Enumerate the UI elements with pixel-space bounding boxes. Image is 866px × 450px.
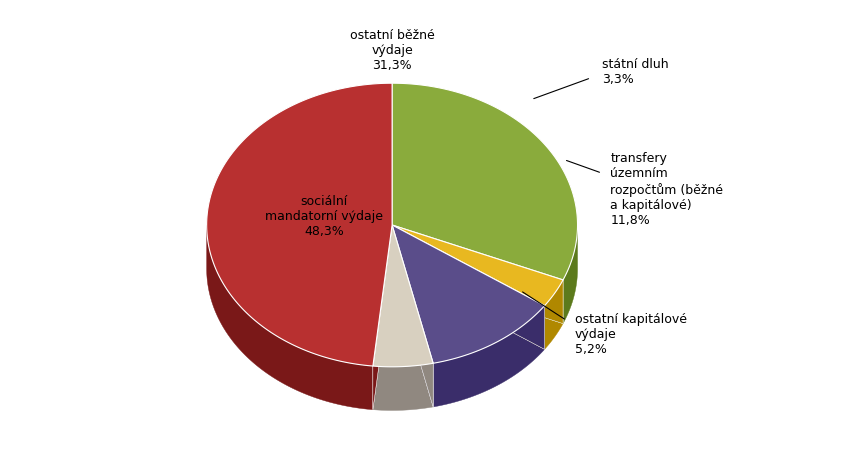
Text: ostatní běžné
výdaje
31,3%: ostatní běžné výdaje 31,3% (350, 29, 435, 72)
Polygon shape (373, 225, 433, 367)
Polygon shape (392, 225, 433, 407)
Polygon shape (392, 225, 545, 363)
Text: sociální
mandatorní výdaje
48,3%: sociální mandatorní výdaje 48,3% (265, 195, 383, 239)
Polygon shape (433, 306, 545, 407)
Polygon shape (373, 363, 433, 410)
Text: ostatní kapitálové
výdaje
5,2%: ostatní kapitálové výdaje 5,2% (575, 313, 687, 356)
Polygon shape (545, 280, 563, 349)
Polygon shape (392, 225, 433, 407)
Polygon shape (207, 83, 392, 366)
Polygon shape (373, 225, 392, 410)
Polygon shape (563, 225, 578, 324)
Polygon shape (392, 225, 563, 306)
Polygon shape (373, 225, 392, 410)
Polygon shape (392, 225, 563, 324)
Polygon shape (392, 225, 545, 349)
Text: státní dluh
3,3%: státní dluh 3,3% (602, 58, 669, 86)
Polygon shape (207, 225, 373, 410)
Polygon shape (392, 83, 578, 280)
Text: transfery
územním
rozpočtům (běžné
a kapitálové)
11,8%: transfery územním rozpočtům (běžné a kap… (611, 153, 723, 227)
Polygon shape (392, 225, 563, 324)
Polygon shape (392, 225, 545, 349)
